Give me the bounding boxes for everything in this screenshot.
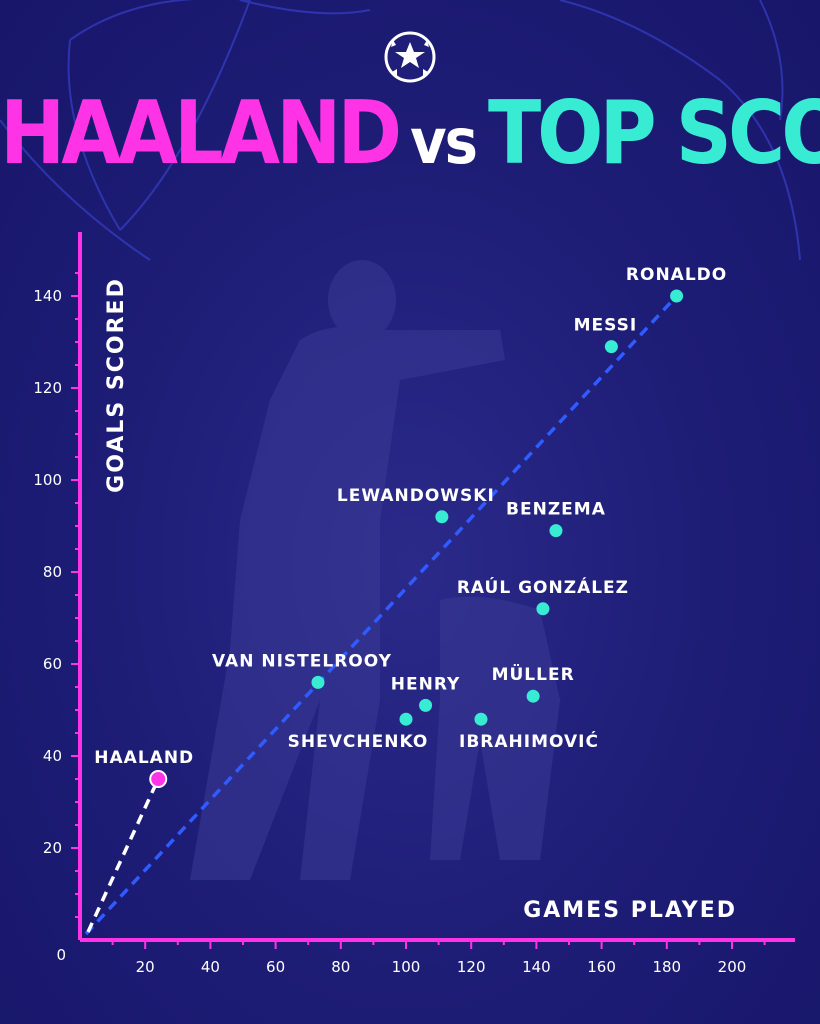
x-tick-label: 160 (587, 958, 616, 976)
point-shevchenko (399, 712, 413, 726)
point-lewandowski (435, 510, 449, 524)
title-top-scorers: TOP SCORERS (487, 83, 820, 185)
y-tick-label: 120 (33, 379, 62, 397)
x-tick-label: 180 (652, 958, 681, 976)
y-tick-label: 60 (43, 655, 62, 673)
x-axis-title: GAMES PLAYED (523, 898, 737, 923)
x-tick-label: 120 (457, 958, 486, 976)
trend-line-top-scorers (84, 294, 678, 936)
title-haaland: HAALAND (0, 83, 402, 185)
point-label-m-ller: MÜLLER (492, 663, 575, 685)
point-label-van-nistelrooy: VAN NISTELROOY (212, 651, 392, 671)
point-m-ller (526, 689, 540, 703)
x-tick-label: 20 (136, 958, 155, 976)
point-label-messi: MESSI (574, 316, 638, 336)
y-tick-label: 20 (43, 839, 62, 857)
x-tick-label: 140 (522, 958, 551, 976)
trend-line-haaland (86, 778, 160, 933)
champions-league-starball-icon (384, 31, 436, 83)
point-van-nistelrooy (311, 675, 325, 689)
point-label-ibrahimovi-: IBRAHIMOVIĆ (459, 730, 599, 752)
point-ibrahimovi- (474, 712, 488, 726)
y-axis-title: GOALS SCORED (104, 277, 129, 493)
x-tick-label: 200 (718, 958, 747, 976)
point-label-haaland: HAALAND (94, 748, 194, 768)
point-ronaldo (670, 289, 684, 303)
x-tick-label: 100 (392, 958, 421, 976)
point-haaland (149, 770, 168, 788)
x-tick-label: 40 (201, 958, 220, 976)
origin-label: 0 (56, 946, 66, 964)
point-ra-l-gonz-lez (536, 602, 550, 616)
point-label-shevchenko: SHEVCHENKO (288, 732, 429, 752)
title-vs: vs (410, 106, 478, 179)
point-label-henry: HENRY (391, 674, 461, 694)
point-label-lewandowski: LEWANDOWSKI (337, 486, 495, 506)
x-tick-label: 80 (331, 958, 350, 976)
y-tick-label: 80 (43, 563, 62, 581)
point-benzema (549, 524, 563, 538)
point-label-benzema: BENZEMA (506, 500, 606, 520)
x-tick-label: 60 (266, 958, 285, 976)
y-tick-label: 40 (43, 747, 62, 765)
point-label-ronaldo: RONALDO (626, 265, 727, 285)
point-label-ra-l-gonz-lez: RAÚL GONZÁLEZ (457, 576, 629, 598)
y-tick-label: 140 (33, 287, 62, 305)
point-henry (419, 698, 433, 712)
y-tick-label: 100 (33, 471, 62, 489)
point-messi (604, 340, 618, 354)
